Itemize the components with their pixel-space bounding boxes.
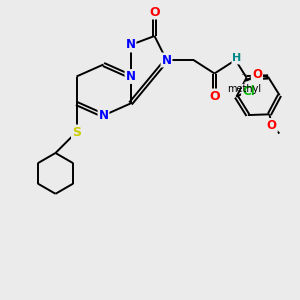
Text: methyl: methyl: [244, 82, 249, 83]
Text: N: N: [161, 53, 172, 67]
Text: O: O: [252, 69, 262, 82]
Text: O: O: [267, 119, 277, 132]
Text: methyl: methyl: [282, 135, 286, 136]
Text: Cl: Cl: [242, 85, 255, 98]
Text: N: N: [98, 109, 109, 122]
Text: O: O: [252, 68, 262, 81]
Text: H: H: [232, 53, 242, 64]
Text: O: O: [149, 5, 160, 19]
Text: methoxy: methoxy: [242, 74, 248, 75]
Text: O: O: [209, 89, 220, 103]
Text: N: N: [125, 38, 136, 52]
Text: methyl: methyl: [227, 84, 261, 94]
Text: S: S: [72, 125, 81, 139]
Text: N: N: [125, 70, 136, 83]
